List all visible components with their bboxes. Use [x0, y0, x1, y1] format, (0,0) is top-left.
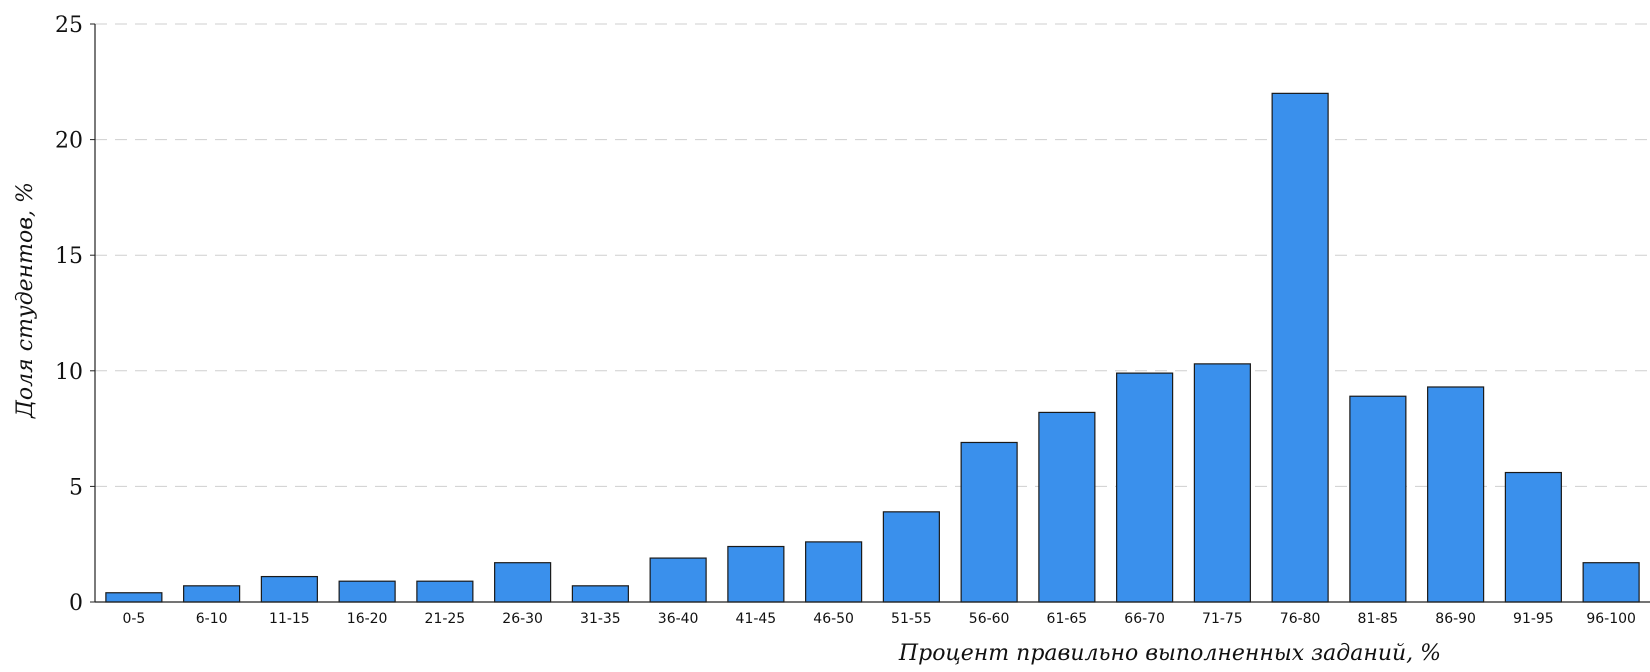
y-tick-label: 10: [55, 360, 83, 385]
x-tick-label: 46-50: [813, 611, 854, 627]
x-tick-label: 61-65: [1047, 611, 1088, 627]
bar-11-15: [260, 575, 318, 603]
bar-41-45: [727, 545, 785, 603]
x-tick-label: 21-25: [425, 611, 466, 627]
bar-0-5: [105, 592, 163, 603]
x-tick-label: 71-75: [1202, 611, 1243, 627]
bar-6-10: [183, 585, 241, 603]
bar-36-40: [649, 557, 707, 603]
x-tick-label: 31-35: [580, 611, 621, 627]
x-tick-label: 66-70: [1124, 611, 1165, 627]
y-tick-label: 20: [55, 129, 83, 154]
x-tick-label: 41-45: [736, 611, 777, 627]
bar-31-35: [571, 585, 629, 603]
x-tick-label: 6-10: [196, 611, 228, 627]
bar-21-25: [416, 580, 474, 603]
x-tick-label: 36-40: [658, 611, 699, 627]
x-tick-label: 11-15: [269, 611, 310, 627]
x-axis-label: Процент правильно выполненных заданий, %: [898, 641, 1441, 666]
bar-61-65: [1038, 411, 1096, 603]
bar-76-80: [1271, 92, 1329, 603]
bar-96-100: [1582, 562, 1640, 603]
bar-66-70: [1116, 372, 1174, 603]
x-tick-label: 56-60: [969, 611, 1010, 627]
x-tick-label: 0-5: [122, 611, 145, 627]
bar-16-20: [338, 580, 396, 603]
x-tick-label: 26-30: [502, 611, 543, 627]
axes: [90, 23, 1650, 603]
bar-56-60: [960, 441, 1018, 603]
y-tick-label: 25: [55, 13, 83, 38]
bar-81-85: [1349, 395, 1407, 603]
x-tick-label: 81-85: [1358, 611, 1399, 627]
y-tick-label: 15: [55, 244, 83, 269]
x-tick-label: 16-20: [347, 611, 388, 627]
bar-71-75: [1193, 363, 1251, 603]
gridlines: [95, 23, 1650, 487]
x-tick-label: 91-95: [1513, 611, 1554, 627]
bar-46-50: [805, 541, 863, 603]
bar-51-55: [882, 511, 940, 603]
tick-labels: 0 5 10 15 20 25 0-5 6-10 11-15 16-20 21-25 26-30 31-…: [55, 13, 1636, 627]
bar-26-30: [494, 562, 552, 603]
bars: [105, 92, 1640, 603]
x-tick-label: 76-80: [1280, 611, 1321, 627]
bar-91-95: [1504, 471, 1562, 603]
y-axis-label: Доля студентов, %: [13, 182, 38, 419]
y-tick-label: 5: [69, 475, 83, 500]
x-tick-label: 86-90: [1435, 611, 1476, 627]
x-tick-label: 51-55: [891, 611, 932, 627]
y-tick-label: 0: [69, 591, 83, 616]
x-tick-label: 96-100: [1586, 611, 1636, 627]
bar-86-90: [1427, 386, 1485, 603]
